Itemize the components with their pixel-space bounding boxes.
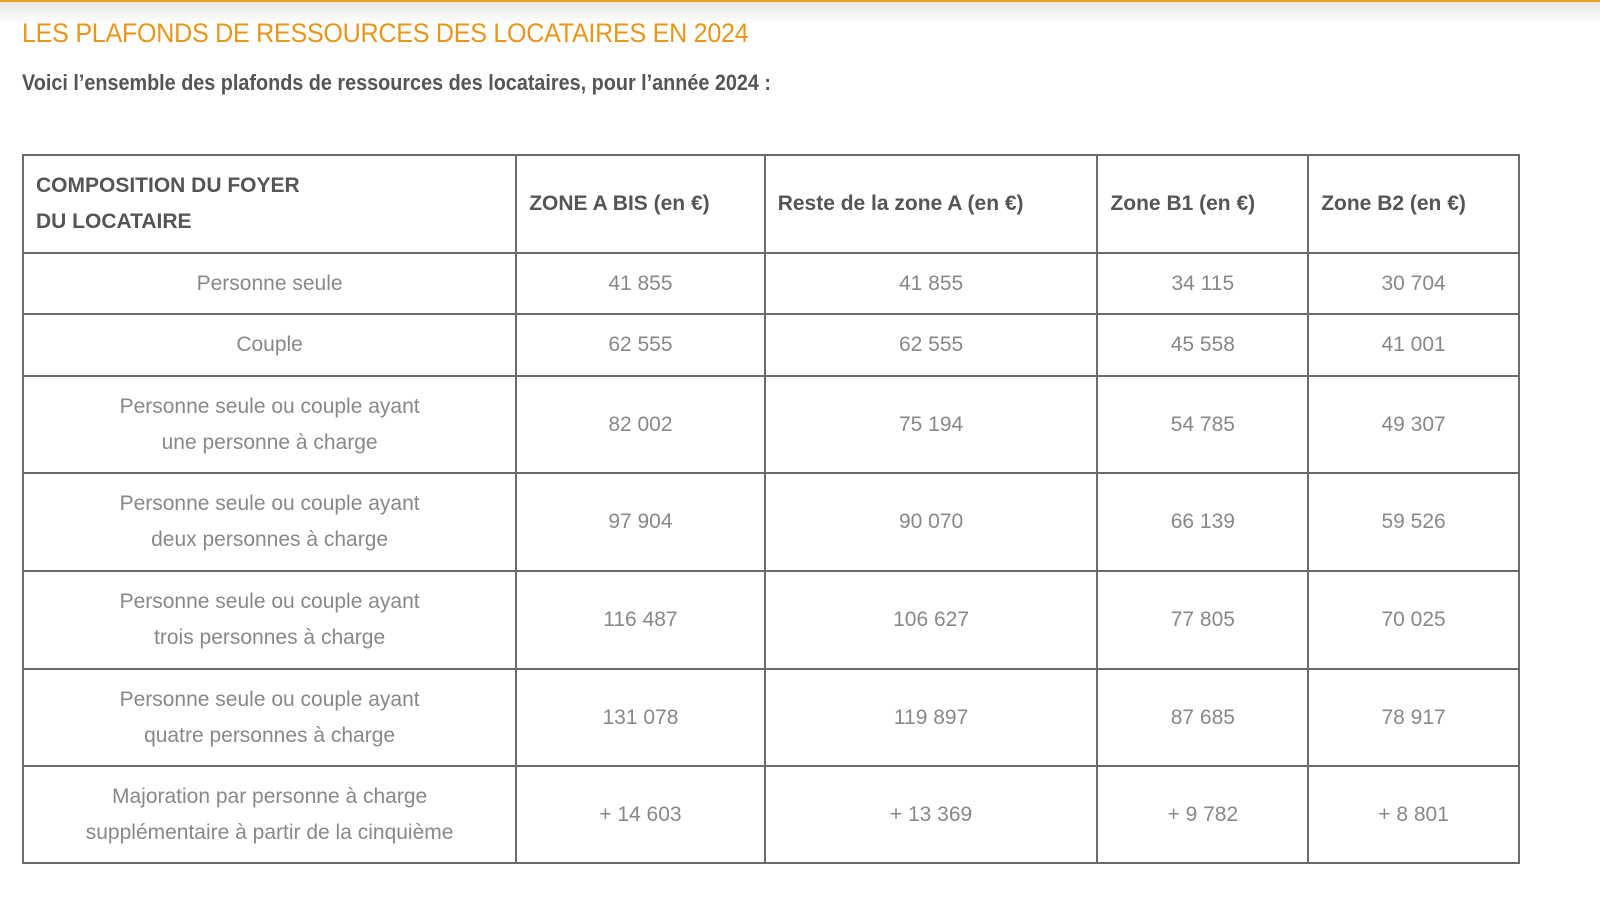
income-ceilings-table: COMPOSITION DU FOYER DU LOCATAIRE ZONE A … — [21, 154, 1520, 864]
value-cell: 34 115 — [1096, 252, 1310, 315]
value-cell: 41 855 — [515, 252, 766, 315]
value-cell: 82 002 — [515, 375, 766, 474]
header-zone-a: Reste de la zone A (en €) — [763, 154, 1099, 254]
value-cell: 41 855 — [763, 252, 1099, 315]
household-line: Personne seule ou couple ayant — [119, 687, 420, 711]
household-cell: Personne seule — [21, 252, 518, 315]
value-cell: + 13 369 — [763, 765, 1099, 864]
household-cell: Personne seule ou couple ayant quatre per… — [21, 668, 518, 767]
table-row: Personne seule ou couple ayant trois pers… — [21, 570, 1520, 670]
value-cell: 90 070 — [763, 472, 1099, 572]
household-line: Personne seule ou couple ayant — [119, 492, 420, 515]
value-cell: 45 558 — [1096, 313, 1310, 377]
household-line: Personne seule — [196, 271, 343, 295]
value-cell: 97 904 — [515, 472, 766, 572]
value-cell: 116 487 — [515, 570, 766, 670]
header-shadow — [0, 2, 1600, 24]
value-cell: 131 078 — [515, 668, 766, 767]
header-line: DU LOCATAIRE — [36, 210, 192, 233]
header-zone-abis: ZONE A BIS (en €) — [515, 154, 766, 254]
household-line: Majoration par personne à charge — [111, 784, 428, 808]
household-cell: Personne seule ou couple ayant deux perso… — [21, 472, 518, 572]
table-header-row: COMPOSITION DU FOYER DU LOCATAIRE ZONE A … — [21, 154, 1520, 254]
household-line: Personne seule ou couple ayant — [119, 394, 420, 418]
value-cell: 78 917 — [1307, 668, 1520, 767]
header-zone-b2: Zone B2 (en €) — [1307, 154, 1520, 254]
household-line: Couple — [236, 333, 303, 356]
household-line: supplémentaire à partir de la cinquième — [85, 820, 454, 844]
household-line: deux personnes à charge — [151, 528, 389, 551]
value-cell: 70 025 — [1307, 570, 1520, 670]
top-accent-bar — [0, 0, 1600, 2]
header-line: COMPOSITION DU FOYER — [36, 174, 300, 197]
table-row: Personne seule ou couple ayant une person… — [21, 375, 1520, 474]
household-line: quatre personnes à charge — [144, 723, 396, 747]
household-cell: Personne seule ou couple ayant trois pers… — [21, 570, 518, 670]
value-cell: 54 785 — [1096, 375, 1310, 474]
household-line: trois personnes à charge — [154, 626, 386, 649]
value-cell: 77 805 — [1096, 570, 1310, 670]
value-cell: 49 307 — [1307, 375, 1520, 474]
value-cell: 119 897 — [763, 668, 1099, 767]
value-cell: 30 704 — [1307, 252, 1520, 315]
value-cell: 106 627 — [763, 570, 1099, 670]
value-cell: 62 555 — [763, 313, 1099, 377]
table-row: Personne seule ou couple ayant quatre per… — [21, 668, 1520, 767]
household-cell: Personne seule ou couple ayant une person… — [21, 375, 518, 474]
value-cell: 41 001 — [1307, 313, 1520, 377]
value-cell: 87 685 — [1096, 668, 1310, 767]
household-cell: Couple — [21, 313, 518, 377]
table-row: Couple 62 555 62 555 45 558 41 001 — [21, 313, 1520, 377]
value-cell: + 8 801 — [1307, 765, 1520, 864]
page-title: LES PLAFONDS DE RESSOURCES DES LOCATAIRE… — [22, 18, 749, 48]
header-composition: COMPOSITION DU FOYER DU LOCATAIRE — [21, 154, 518, 254]
value-cell: 62 555 — [515, 313, 766, 377]
value-cell: 66 139 — [1096, 472, 1310, 572]
household-cell: Majoration par personne à charge suppléme… — [21, 765, 518, 864]
household-line: une personne à charge — [161, 430, 378, 454]
value-cell: 59 526 — [1307, 472, 1520, 572]
value-cell: + 14 603 — [515, 765, 766, 864]
table-row: Personne seule ou couple ayant deux perso… — [21, 472, 1520, 572]
table-row: Personne seule 41 855 41 855 34 115 30 704 — [21, 252, 1520, 315]
value-cell: 75 194 — [763, 375, 1099, 474]
table-row: Majoration par personne à charge suppléme… — [21, 765, 1520, 864]
household-line: Personne seule ou couple ayant — [119, 590, 420, 613]
value-cell: + 9 782 — [1096, 765, 1310, 864]
header-zone-b1: Zone B1 (en €) — [1096, 154, 1310, 254]
page-subtitle: Voici l’ensemble des plafonds de ressour… — [22, 70, 772, 95]
